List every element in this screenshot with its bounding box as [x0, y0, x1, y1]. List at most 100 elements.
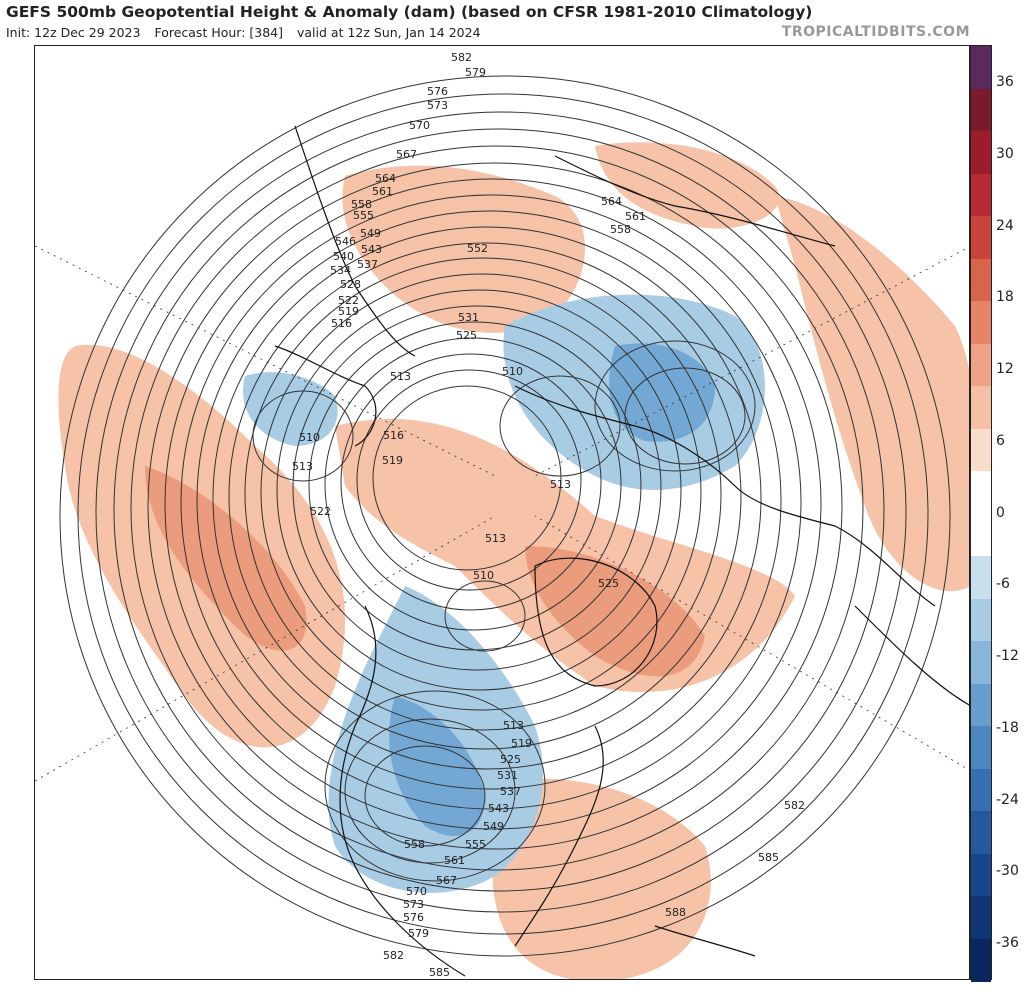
contour-label: 558: [610, 223, 631, 236]
contour-label: 582: [451, 51, 472, 64]
contour-label: 519: [511, 737, 532, 750]
colorbar-segment: [971, 216, 991, 259]
contour-label: 531: [497, 769, 518, 782]
colorbar-segment: [971, 343, 991, 387]
colorbar-segment: [971, 258, 991, 302]
contour-label: 561: [444, 854, 465, 867]
contour-label: 528: [340, 278, 361, 291]
colorbar-tick-label: 36: [996, 74, 1014, 90]
contour-label: 549: [360, 227, 381, 240]
contour-label: 519: [338, 305, 359, 318]
contour-label: 522: [310, 505, 331, 518]
colorbar-tick-label: -18: [996, 719, 1019, 736]
coast-alaska: [274, 345, 377, 447]
coast-russia-north: [554, 155, 836, 247]
graticule: [35, 245, 969, 782]
contour-label: 579: [465, 66, 486, 79]
colorbar-tick-label: 0: [996, 504, 1005, 521]
colorbar-tick-label: -30: [996, 863, 1019, 880]
contour-label: 573: [403, 898, 424, 911]
contour-label: 513: [292, 460, 313, 473]
colorbar-segment: [971, 131, 991, 174]
contour-label: 513: [390, 370, 411, 383]
contour-label: 525: [598, 577, 619, 590]
colorbar-segment: [971, 428, 991, 472]
contour-label: 576: [403, 911, 424, 924]
anomaly-positive-asia-east: [775, 196, 969, 592]
colorbar-segment: [971, 768, 991, 812]
map-canvas: 582 579 576 573 570 567 564 561 558 555 …: [35, 51, 969, 979]
colorbar-segment: [971, 471, 991, 514]
contour-label: 513: [550, 478, 571, 491]
coast-caribbean: [654, 925, 756, 957]
contour-label: 579: [408, 927, 429, 940]
contour-label: 561: [372, 185, 393, 198]
colorbar-tick-label: 12: [996, 361, 1014, 377]
contour-label: 534: [330, 264, 351, 277]
contour-label: 525: [456, 329, 477, 342]
contour-label: 585: [429, 966, 450, 979]
contour-label: 531: [458, 311, 479, 324]
brand-watermark: TROPICALTIDBITS.COM: [781, 24, 970, 40]
anomaly-negative-alaska: [243, 372, 338, 446]
contour-label: 516: [331, 317, 352, 330]
colorbar-tick-label: 30: [996, 145, 1014, 162]
colorbar-segment: [971, 853, 991, 897]
contour-label: 582: [383, 949, 404, 962]
contour-labels: 582 579 576 573 570 567 564 561 558 555 …: [292, 51, 805, 979]
contour-label: 585: [758, 851, 779, 864]
valid-time: valid at 12z Sun, Jan 14 2024: [297, 25, 481, 40]
colorbar-tick-label: -24: [996, 791, 1019, 808]
contour-label: 519: [382, 454, 403, 467]
colorbar-segment: [971, 811, 991, 854]
contour-label: 576: [427, 85, 448, 98]
coast-greenland: [534, 557, 658, 687]
contour-label: 543: [488, 802, 509, 815]
colorbar-segment: [971, 513, 991, 557]
colorbar-segment: [971, 556, 991, 599]
colorbar-segment: [971, 173, 991, 217]
contour-label: 582: [784, 799, 805, 812]
contour-label: 555: [465, 838, 486, 851]
coast-siberia: [514, 385, 736, 487]
colorbar-tick-label: -6: [996, 576, 1010, 593]
colorbar-segment: [971, 726, 991, 769]
contour-label: 558: [404, 838, 425, 851]
contour-label: 549: [483, 820, 504, 833]
colorbar-segment: [971, 683, 991, 727]
strong-positive-anomalies: [145, 466, 705, 677]
contour-label: 558: [351, 198, 372, 211]
anomaly-core-north-america: [389, 696, 485, 836]
colorbar: [970, 45, 992, 982]
contour-label: 510: [299, 431, 320, 444]
contour-label: 573: [427, 99, 448, 112]
coast-africa: [854, 605, 969, 706]
anomaly-strong-pacific: [145, 466, 307, 651]
coast-europe: [734, 485, 936, 607]
contour-label: 561: [625, 210, 646, 223]
contour-label: 570: [409, 119, 430, 132]
contour-label: 516: [383, 429, 404, 442]
colorbar-segment: [971, 641, 991, 684]
contour-label: 537: [357, 258, 378, 271]
map-subtitle: Init: 12z Dec 29 2023 Forecast Hour: [38…: [6, 25, 491, 40]
height-contours: [59, 75, 951, 957]
contour-label: 588: [665, 906, 686, 919]
contour-label: 537: [500, 785, 521, 798]
contour-label: 555: [353, 209, 374, 222]
contour-label: 540: [333, 250, 354, 263]
contour-label: 510: [502, 365, 523, 378]
colorbar-segment: [971, 938, 991, 982]
contour-label: 564: [601, 195, 622, 208]
contour-label: 567: [436, 874, 457, 887]
coast-north-america: [339, 605, 466, 977]
anomaly-positive-siberia: [595, 142, 779, 229]
colorbar-tick-label: 18: [996, 289, 1014, 306]
colorbar-segment: [971, 301, 991, 344]
colorbar-segment: [971, 386, 991, 429]
contour-label: 552: [467, 242, 488, 255]
contour-label: 564: [375, 172, 396, 185]
anomaly-positive-atlantic: [475, 778, 711, 979]
map-title: GEFS 500mb Geopotential Height & Anomaly…: [6, 3, 813, 21]
forecast-hour: Forecast Hour: [384]: [154, 25, 284, 40]
